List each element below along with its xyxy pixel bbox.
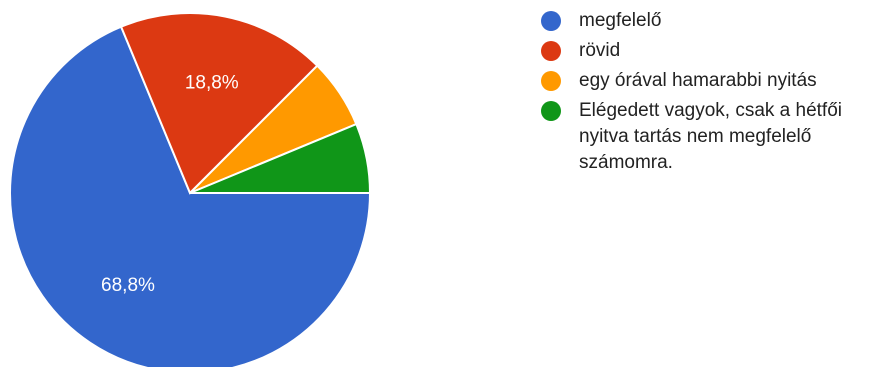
pie-label-rovid: 18,8% xyxy=(185,73,239,94)
pie-slices xyxy=(9,12,372,367)
legend-swatch-megfelelo xyxy=(541,11,561,31)
legend-item-megfelelo[interactable]: megfelelő xyxy=(541,8,876,34)
pie-slice-hetfoi-nyitva-tartas[interactable] xyxy=(189,122,372,194)
legend-item-rovid[interactable]: rövid xyxy=(541,38,876,64)
pie-label-megfelelo: 68,8% xyxy=(101,275,155,296)
legend-swatch-rovid xyxy=(541,41,561,61)
legend-label-megfelelo: megfelelő xyxy=(579,10,662,31)
legend-label-hetfoi-nyitva-tartas: Elégedett vagyok, csak a hétfői nyitva t… xyxy=(579,100,842,173)
legend-label-rovid: rövid xyxy=(579,40,621,61)
legend-swatch-hamarabbi-nyitas xyxy=(541,71,561,91)
legend-item-hetfoi-nyitva-tartas[interactable]: Elégedett vagyok, csak a hétfői nyitva t… xyxy=(541,98,876,176)
pie-slice-megfelelo[interactable] xyxy=(9,25,372,367)
pie-chart: 68,8% 18,8% xyxy=(9,12,372,367)
legend-swatch-hetfoi-nyitva-tartas xyxy=(541,101,561,121)
legend-label-hamarabbi-nyitas: egy órával hamarabbi nyitás xyxy=(579,70,817,91)
pie-slice-labels: 68,8% 18,8% xyxy=(101,73,239,296)
legend: megfelelő rövid egy órával hamarabbi nyi… xyxy=(541,8,876,180)
legend-item-hamarabbi-nyitas[interactable]: egy órával hamarabbi nyitás xyxy=(541,68,876,94)
pie-slice-rovid[interactable] xyxy=(119,12,319,195)
